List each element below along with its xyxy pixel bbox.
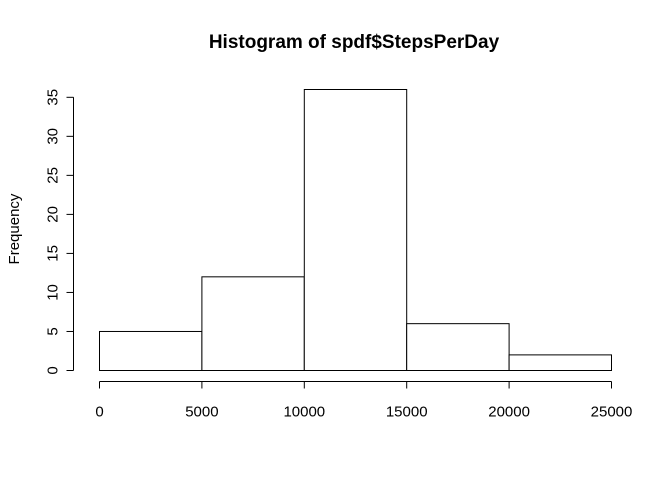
x-axis: 0 5000 10000 15000 20000 25000 bbox=[95, 381, 633, 421]
bars-group bbox=[99, 89, 613, 372]
y-axis: 0 5 10 15 20 25 30 35 bbox=[44, 89, 74, 375]
y-tick-label-0: 0 bbox=[44, 366, 61, 374]
x-tick-label-5: 25000 bbox=[591, 404, 633, 421]
histogram-bar-0 bbox=[99, 330, 203, 372]
y-tick-label-3: 15 bbox=[44, 245, 61, 262]
x-tick-label-1: 5000 bbox=[185, 404, 218, 421]
y-tick-label-6: 30 bbox=[44, 128, 61, 145]
histogram-bar-1 bbox=[201, 276, 305, 372]
chart-title: Histogram of spdf$StepsPerDay bbox=[209, 32, 500, 53]
y-tick-label-2: 10 bbox=[44, 284, 61, 301]
y-tick-label-4: 20 bbox=[44, 206, 61, 223]
y-tick-label-7: 35 bbox=[44, 89, 61, 106]
histogram-bar-3 bbox=[406, 323, 510, 371]
x-tick-label-2: 10000 bbox=[283, 404, 325, 421]
y-tick-label-5: 25 bbox=[44, 167, 61, 184]
x-tick-label-0: 0 bbox=[95, 404, 103, 421]
y-axis-label: Frequency bbox=[6, 193, 23, 264]
histogram-bar-2 bbox=[303, 89, 408, 371]
x-tick-label-3: 15000 bbox=[386, 404, 428, 421]
y-tick-label-1: 5 bbox=[44, 327, 61, 335]
histogram-bar-4 bbox=[508, 354, 613, 371]
x-tick-label-4: 20000 bbox=[488, 404, 530, 421]
